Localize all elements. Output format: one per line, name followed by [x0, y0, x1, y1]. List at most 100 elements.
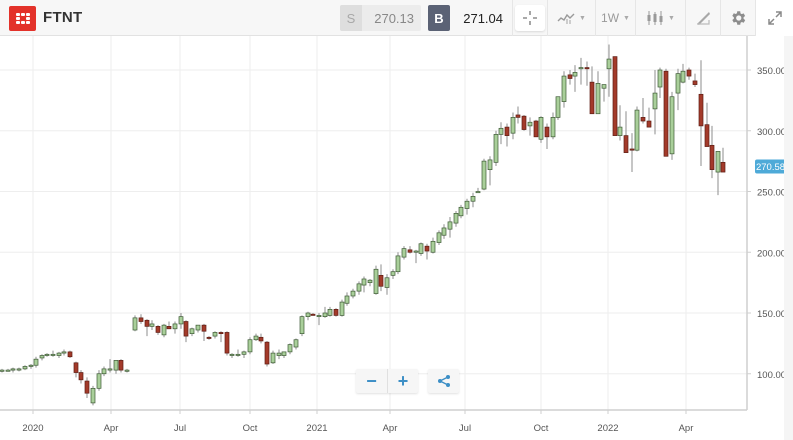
candle [453, 210, 459, 227]
candle [589, 66, 595, 115]
candle [475, 187, 481, 194]
candle [67, 350, 73, 358]
candle [629, 133, 635, 173]
candle [704, 102, 710, 147]
candle [436, 230, 442, 245]
zoom-controls: − + [356, 369, 418, 393]
candle [533, 119, 539, 138]
chart-comparison-button[interactable]: ▼ [547, 0, 595, 36]
candlestick-chart[interactable]: 100.00 150.00 200.00 250.00 300.00 350.00 2020… [0, 36, 793, 440]
candle [424, 243, 430, 260]
zoom-in-button[interactable]: + [387, 369, 418, 393]
candle [33, 356, 39, 368]
candle [118, 359, 124, 373]
candle [646, 107, 652, 128]
candle [339, 299, 345, 317]
gear-icon [732, 11, 746, 25]
candle [344, 292, 350, 306]
candle [584, 61, 590, 86]
share-icon [437, 375, 450, 387]
candle [22, 365, 28, 371]
candle [138, 314, 144, 324]
chevron-down-icon: ▼ [579, 14, 586, 22]
zoom-out-button[interactable]: − [366, 370, 377, 391]
fullscreen-button[interactable] [755, 0, 793, 36]
line-chart-icon [557, 13, 575, 24]
candle [299, 315, 305, 337]
buy-quote-button[interactable]: B 271.04 [428, 5, 509, 31]
candle [61, 349, 67, 356]
candle [657, 67, 663, 98]
chart-type-button[interactable]: ▼ [635, 0, 685, 36]
candle [44, 353, 50, 357]
y-axis-label: 200.00 [757, 248, 786, 259]
candle [663, 68, 669, 157]
candle [606, 44, 612, 97]
candle [601, 84, 607, 102]
candle [527, 117, 533, 136]
candle [322, 306, 328, 318]
candle [281, 351, 287, 358]
candle [155, 325, 161, 335]
candle [567, 70, 573, 85]
candle [515, 106, 521, 124]
candle [390, 269, 396, 279]
candle [623, 111, 629, 153]
candle [407, 246, 413, 254]
candle [247, 337, 253, 355]
candle [5, 368, 11, 372]
candle [327, 306, 333, 317]
candle [384, 274, 390, 295]
candle [161, 323, 167, 338]
crosshair-button[interactable] [512, 0, 547, 36]
candle [487, 156, 493, 186]
candle [206, 336, 212, 340]
candle [10, 367, 16, 373]
x-axis-label: Oct [243, 423, 258, 434]
candle [107, 359, 113, 373]
candle [258, 333, 264, 344]
candle [229, 353, 235, 358]
candle [356, 281, 362, 295]
candle [90, 385, 96, 406]
sell-tag: S [340, 5, 362, 31]
candle [470, 192, 476, 208]
candle [493, 130, 499, 166]
drawing-tools-button[interactable] [685, 0, 720, 36]
candle [395, 252, 401, 275]
candle [698, 60, 704, 166]
candle [464, 198, 470, 215]
candle [572, 65, 578, 92]
candle [612, 56, 618, 136]
chevron-down-icon: ▼ [668, 14, 675, 22]
candle [218, 331, 224, 343]
candle [293, 338, 299, 350]
share-button[interactable] [428, 369, 459, 393]
candle [132, 315, 138, 332]
y-axis-label: 250.00 [757, 188, 786, 199]
y-axis-label: 300.00 [757, 127, 786, 138]
candle [84, 377, 90, 399]
candle [544, 123, 550, 149]
interval-button[interactable]: 1W ▼ [595, 0, 635, 36]
candle [16, 367, 22, 372]
candle [498, 122, 504, 145]
x-axis-label: 2022 [597, 423, 618, 434]
interval-label: 1W [601, 11, 620, 25]
candle [28, 364, 34, 369]
candle [680, 63, 686, 84]
x-axis-label: Apr [679, 423, 694, 434]
candle [418, 242, 424, 256]
sell-quote-button[interactable]: S 270.13 [340, 5, 421, 31]
candle [172, 321, 178, 334]
candle [195, 324, 201, 333]
candle [124, 368, 130, 373]
candle [276, 349, 282, 360]
candle [73, 361, 79, 378]
candle [640, 97, 646, 124]
candle [166, 321, 172, 330]
candle [595, 71, 601, 115]
settings-button[interactable] [720, 0, 755, 36]
candle [715, 151, 721, 196]
price-chart[interactable]: 100.00 150.00 200.00 250.00 300.00 350.00 2020… [0, 36, 793, 440]
